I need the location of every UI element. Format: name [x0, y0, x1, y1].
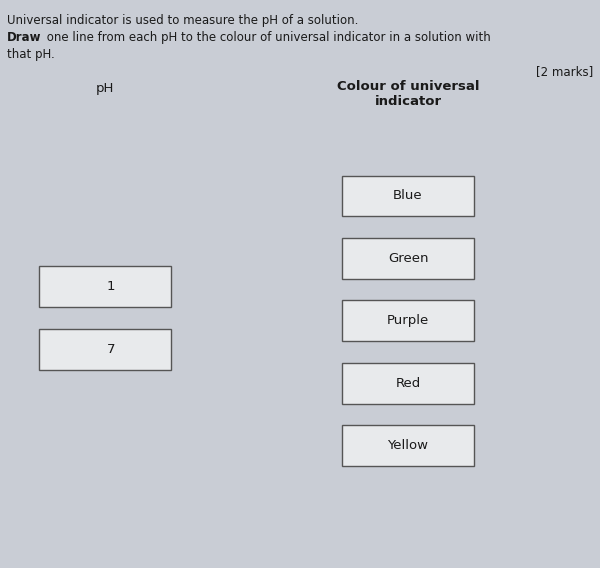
FancyBboxPatch shape	[342, 238, 474, 279]
Text: Colour of universal: Colour of universal	[337, 80, 479, 93]
Text: Purple: Purple	[387, 315, 429, 327]
Text: one line from each pH to the colour of universal indicator in a solution with: one line from each pH to the colour of u…	[43, 31, 491, 44]
FancyBboxPatch shape	[342, 176, 474, 216]
Text: Blue: Blue	[393, 190, 423, 202]
Text: 1: 1	[107, 281, 115, 293]
FancyBboxPatch shape	[342, 363, 474, 404]
FancyBboxPatch shape	[39, 266, 171, 307]
Text: Universal indicator is used to measure the pH of a solution.: Universal indicator is used to measure t…	[7, 14, 359, 27]
Text: that pH.: that pH.	[7, 48, 55, 61]
Text: Red: Red	[395, 377, 421, 390]
Text: indicator: indicator	[374, 95, 442, 108]
Text: Yellow: Yellow	[388, 440, 428, 452]
Text: Draw: Draw	[7, 31, 42, 44]
Text: [2 marks]: [2 marks]	[536, 65, 593, 78]
Text: 7: 7	[107, 343, 115, 356]
FancyBboxPatch shape	[342, 425, 474, 466]
Text: pH: pH	[96, 82, 114, 95]
Text: Green: Green	[388, 252, 428, 265]
FancyBboxPatch shape	[342, 300, 474, 341]
FancyBboxPatch shape	[39, 329, 171, 370]
